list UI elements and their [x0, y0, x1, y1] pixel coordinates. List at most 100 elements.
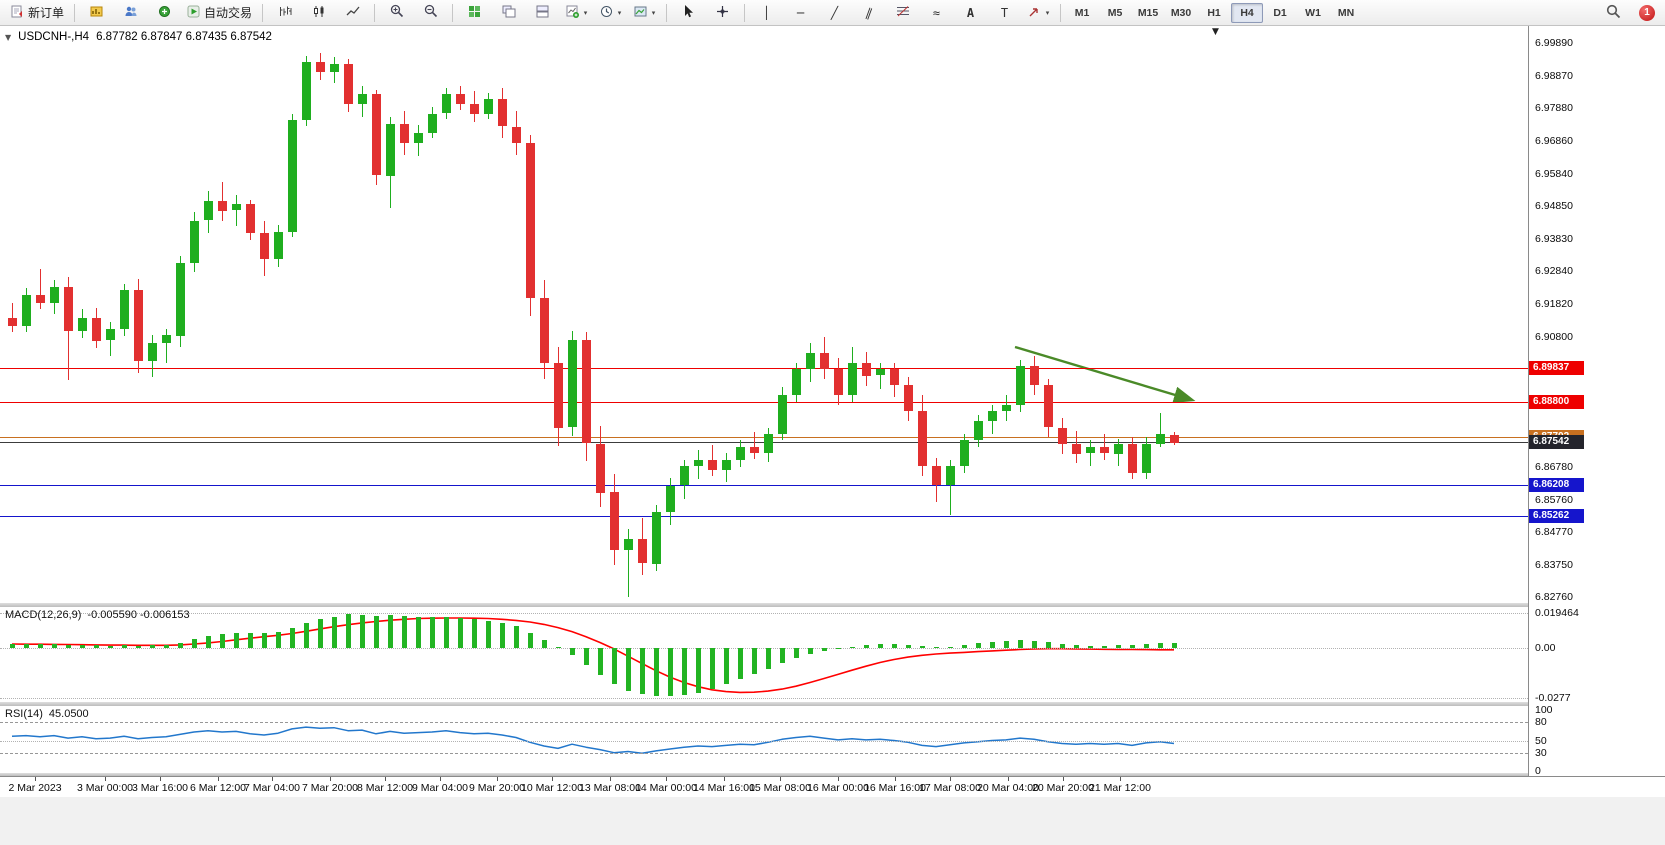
- candle-body: [1170, 435, 1179, 443]
- candle-body: [554, 363, 563, 428]
- timeframe-button-w1[interactable]: W1: [1305, 6, 1321, 19]
- macd-gridline: [0, 648, 1528, 649]
- candle-body: [694, 460, 703, 466]
- new-order-button[interactable]: 新订单: [6, 1, 69, 24]
- chart-line-icon: [346, 5, 360, 21]
- candle-body: [1044, 385, 1053, 427]
- time-axis-label: 16 Mar 00:00: [807, 782, 869, 794]
- price-level-line[interactable]: [0, 516, 1528, 517]
- timeframe-button-m15[interactable]: M15: [1137, 6, 1159, 19]
- autotrading-button[interactable]: 自动交易: [182, 1, 257, 24]
- accounts-button[interactable]: [114, 1, 147, 24]
- candle-body: [932, 466, 941, 485]
- zoom-in-button[interactable]: [380, 1, 413, 24]
- candle-body: [330, 64, 339, 72]
- timeframe-button-m5[interactable]: M5: [1107, 6, 1123, 19]
- panel-separator-rsi-time[interactable]: [0, 773, 1665, 776]
- zoom-out-button[interactable]: [414, 1, 447, 24]
- tile-windows-button[interactable]: [458, 1, 491, 24]
- fibonacci-icon: [896, 5, 910, 21]
- macd-axis-label: -0.0277: [1535, 692, 1571, 704]
- time-axis-tick: [105, 777, 106, 781]
- text-tool-button[interactable]: A: [954, 1, 987, 24]
- candle-body: [358, 94, 367, 104]
- candle-body: [624, 539, 633, 550]
- one-click-trading-toggle[interactable]: ▼: [5, 32, 12, 42]
- timeframe-button-h4[interactable]: H4: [1231, 2, 1264, 23]
- period-button[interactable]: ▾: [594, 1, 627, 24]
- timeframe-button-m30[interactable]: M30: [1170, 6, 1192, 19]
- time-axis-tick: [610, 777, 611, 781]
- new-chart-button[interactable]: ▾: [560, 1, 593, 24]
- candle-body: [106, 329, 115, 340]
- template-button[interactable]: ▾: [628, 1, 661, 24]
- toolbar-separator: [452, 3, 454, 22]
- arrange-windows-button[interactable]: [526, 1, 559, 24]
- search-button[interactable]: [1597, 1, 1630, 24]
- rsi-indicator-label: RSI(14) 45.0500: [5, 708, 89, 720]
- candle-body: [344, 64, 353, 104]
- chart-bars-button[interactable]: [268, 1, 301, 24]
- notification-badge[interactable]: 1: [1639, 4, 1655, 21]
- rsi-axis-label: 80: [1535, 716, 1547, 728]
- timeframe-button-d1[interactable]: D1: [1273, 6, 1287, 19]
- price-axis-label: 6.91820: [1535, 298, 1573, 310]
- price-level-line[interactable]: [0, 368, 1528, 369]
- accounts-icon: [124, 5, 138, 21]
- rsi-axis-label: 50: [1535, 735, 1547, 747]
- price-level-badge: 6.85262: [1529, 509, 1584, 523]
- label-tool-button[interactable]: T: [988, 1, 1021, 24]
- horizontal-line-tool-button[interactable]: ─: [784, 1, 817, 24]
- chart-window[interactable]: ▼ USDCNH-,H4 6.87782 6.87847 6.87435 6.8…: [0, 26, 1665, 845]
- candle-body: [708, 460, 717, 470]
- time-axis[interactable]: 2 Mar 2023 3 Mar 00:00 3 Mar 16:00 6 Mar 12…: [0, 776, 1665, 797]
- macd-histogram-bar: [458, 618, 463, 648]
- trendline-tool-button[interactable]: ╱: [818, 1, 851, 24]
- candle-body: [792, 369, 801, 395]
- price-axis[interactable]: 6.99890 6.98870 6.97880 6.96860 6.95840 6.948…: [1528, 26, 1665, 777]
- cursor-button[interactable]: [672, 1, 705, 24]
- vertical-line-tool-button[interactable]: │: [750, 1, 783, 24]
- macd-histogram-bar: [570, 648, 575, 655]
- price-level-line[interactable]: [0, 485, 1528, 486]
- vertical-line-icon: │: [762, 5, 771, 20]
- time-axis-tick: [780, 777, 781, 781]
- macd-histogram-bar: [752, 648, 757, 674]
- waves-tool-button[interactable]: ≈: [920, 1, 953, 24]
- market-watch-button[interactable]: [80, 1, 113, 24]
- rsi-axis-label: 0: [1535, 765, 1541, 777]
- candle-wick: [166, 329, 167, 363]
- chart-candles-button[interactable]: [302, 1, 335, 24]
- time-axis-label: 3 Mar 00:00: [76, 782, 134, 794]
- toolbar-separator: [666, 3, 668, 22]
- candle-body: [148, 343, 157, 361]
- arrows-tool-button[interactable]: ▾: [1022, 1, 1055, 24]
- navigator-button[interactable]: [148, 1, 181, 24]
- macd-histogram-bar: [178, 643, 183, 648]
- arrows-tool-icon: [1028, 5, 1041, 21]
- candle-wick: [1090, 440, 1091, 466]
- candle-body: [848, 363, 857, 395]
- macd-histogram-bar: [430, 617, 435, 648]
- cascade-windows-button[interactable]: [492, 1, 525, 24]
- price-level-line[interactable]: [0, 402, 1528, 403]
- channel-tool-button[interactable]: ∥: [852, 1, 885, 24]
- timeframe-button-h1[interactable]: H1: [1207, 6, 1221, 19]
- chart-line-button[interactable]: [336, 1, 369, 24]
- chart-ohlc-label: 6.87782 6.87847 6.87435 6.87542: [96, 31, 272, 43]
- timeframe-button-mn[interactable]: MN: [1337, 6, 1355, 19]
- time-axis-tick: [1063, 777, 1064, 781]
- panel-separator-main-macd[interactable]: [0, 603, 1665, 607]
- price-axis-label: 6.83750: [1535, 559, 1573, 571]
- macd-histogram-bar: [1172, 643, 1177, 648]
- timeframe-button-m1[interactable]: M1: [1074, 6, 1090, 19]
- candle-body: [1142, 444, 1151, 473]
- panel-separator-macd-rsi[interactable]: [0, 702, 1665, 706]
- crosshair-button[interactable]: [706, 1, 739, 24]
- time-axis-tick: [950, 777, 951, 781]
- candle-body: [1086, 447, 1095, 453]
- zoom-out-icon: [424, 4, 438, 21]
- toolbar-separator: [74, 3, 76, 22]
- fibonacci-tool-button[interactable]: [886, 1, 919, 24]
- toolbar-separator: [1060, 3, 1062, 22]
